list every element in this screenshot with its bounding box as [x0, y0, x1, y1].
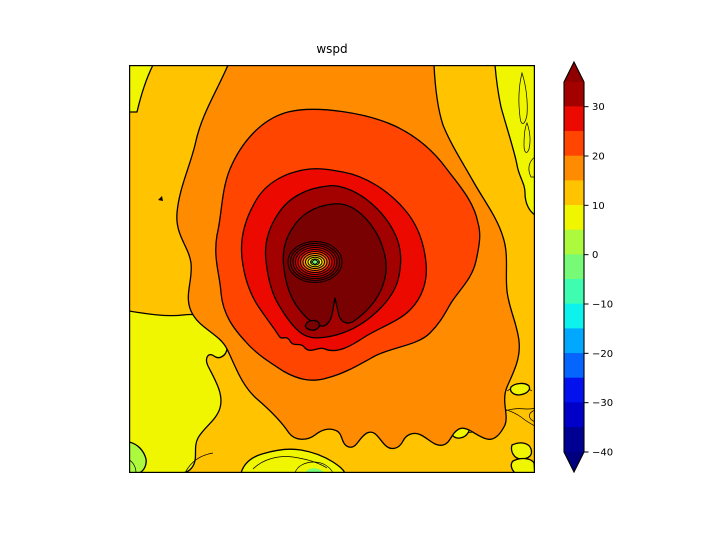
colorbar-band [564, 131, 584, 157]
colorbar-band [564, 303, 584, 329]
colorbar-band [564, 81, 584, 107]
colorbar-band [564, 427, 584, 453]
colorbar-band [564, 353, 584, 379]
colorbar-tick-label: −30 [592, 398, 613, 409]
contour-line-mound-inner [252, 456, 328, 470]
colorbar-tick-label: 20 [592, 152, 605, 163]
colorbar: 30 20 10 0 −10 −20 −30 −40 [563, 60, 613, 474]
colorbar-tick-label: 0 [592, 250, 598, 261]
contour-region-yellow-br4 [509, 382, 531, 396]
contour-region-maroon-speck [304, 319, 321, 331]
colorbar-tick-label: −10 [592, 300, 613, 311]
contour-region-lightgreen-blcorner [129, 459, 137, 473]
contour-region-greenyellow-tr2 [523, 122, 531, 153]
contour-region-yellow-br3 [510, 457, 535, 473]
contour-region-greenyellow-tr1 [518, 71, 528, 124]
colorbar-band [564, 328, 584, 354]
plot-title: wspd [316, 42, 348, 56]
contour-region-greenyellow-mound [294, 461, 334, 473]
colorbar-band [564, 180, 584, 206]
contour-region-yellow-br2 [510, 442, 533, 460]
eye-center [310, 258, 320, 266]
contour-line-thin-5 [184, 452, 214, 473]
contour-speck-left [158, 196, 163, 201]
colorbar-tick-label: −40 [592, 448, 613, 459]
contour-plot [129, 65, 535, 473]
colorbar-extend-min-triangle [564, 452, 584, 472]
colorbar-band [564, 279, 584, 305]
colorbar-band [564, 155, 584, 181]
axes-frame [129, 65, 535, 473]
colorbar-extend-max-triangle [564, 62, 584, 82]
colorbar-tick-label: 30 [592, 102, 605, 113]
colorbar-band [564, 106, 584, 132]
colorbar-band [564, 229, 584, 255]
contour-region-yellow-bottommound [240, 448, 346, 473]
contour-region-yellow-topright [494, 65, 535, 216]
contour-region-greenyellow-tr3 [528, 156, 535, 178]
colorbar-band [564, 402, 584, 428]
colorbar-band [564, 377, 584, 403]
colorbar-tick-label: −20 [592, 349, 613, 360]
colorbar-band [564, 205, 584, 231]
colorbar-band [564, 254, 584, 280]
storm-eye [287, 241, 343, 283]
colorbar-tick-label: 10 [592, 201, 605, 212]
